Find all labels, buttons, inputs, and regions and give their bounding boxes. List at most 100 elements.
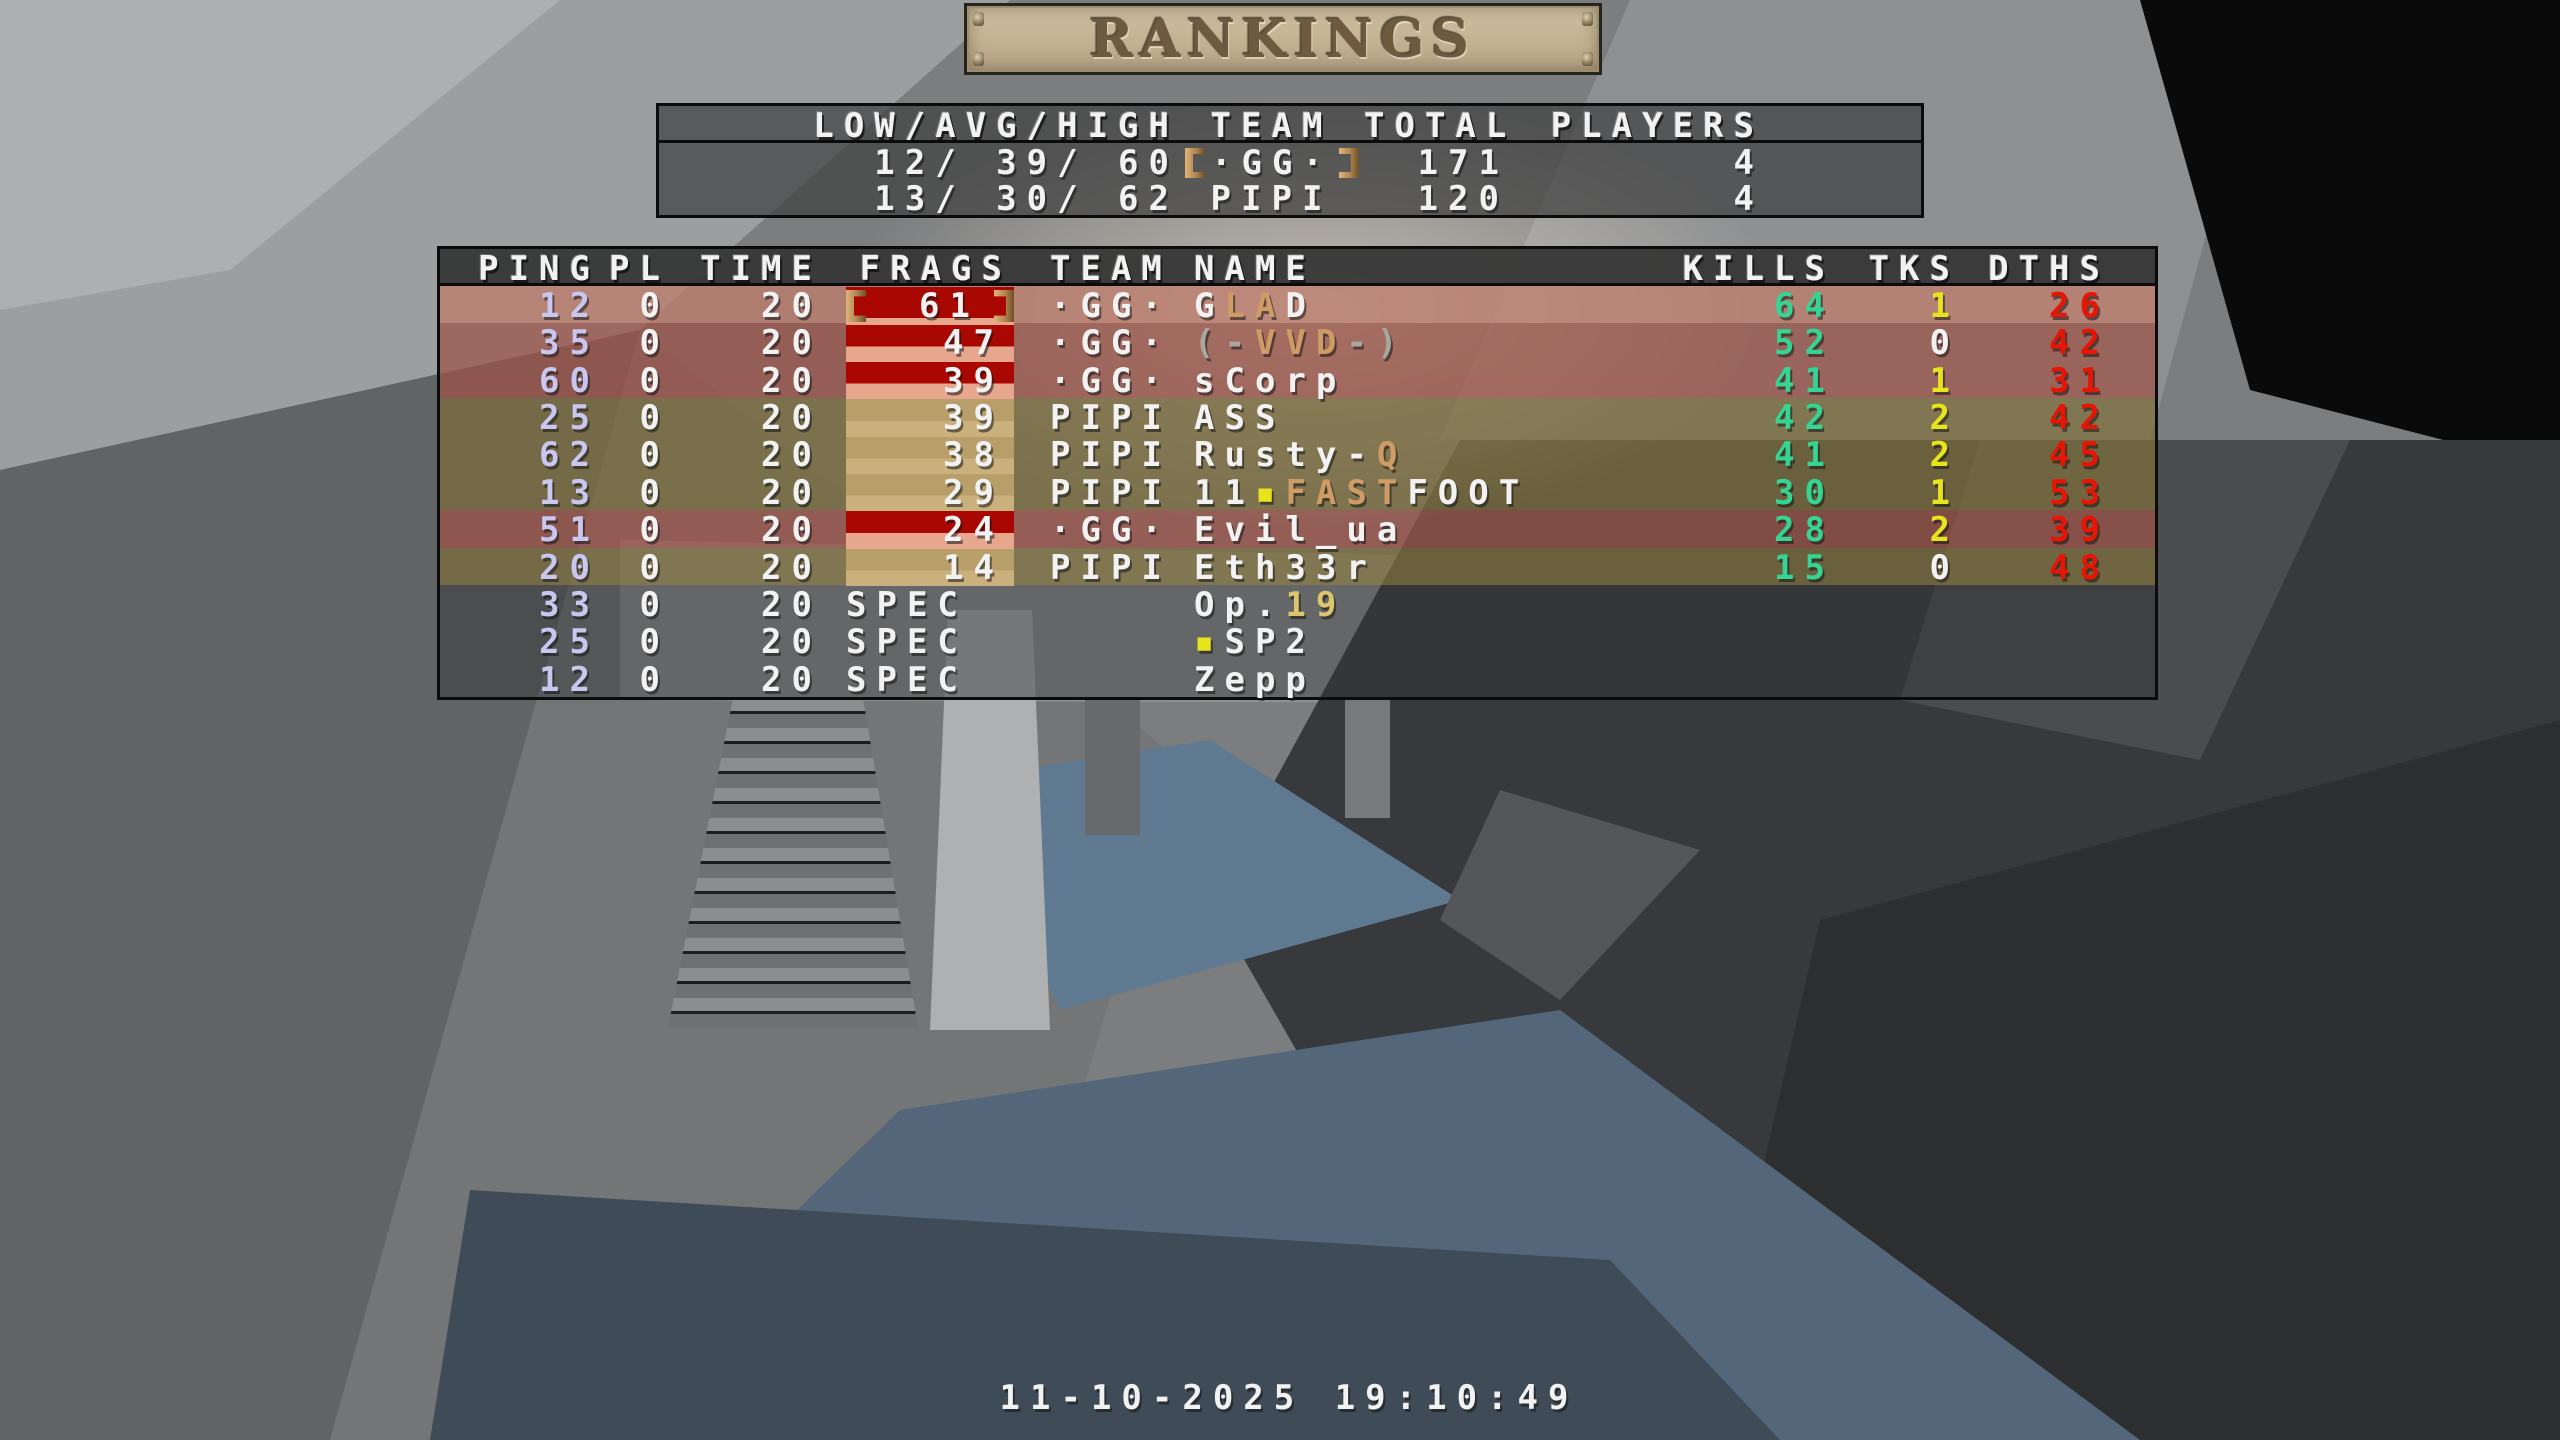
- name-segment: Eth33r: [1194, 547, 1377, 588]
- player-frags-cell: 38: [822, 435, 1028, 476]
- header-team: TEAM: [1050, 249, 1172, 289]
- player-frags: 38: [943, 435, 1004, 476]
- player-deaths: 53: [2049, 472, 2110, 513]
- pillar: [930, 610, 1050, 1030]
- player-frags-cell: 47: [822, 323, 1028, 363]
- name-segment: Evil_ua: [1194, 510, 1408, 551]
- player-ping: 25: [539, 622, 600, 663]
- scoreboard-row: 62 0 20 38 PIPI Rusty-Q 41 2 45: [440, 435, 2155, 476]
- player-team: ·GG·: [1050, 360, 1172, 401]
- player-teamkills: 0: [1929, 323, 1960, 364]
- player-kills: 41: [1774, 435, 1835, 476]
- player-name: 11▪FASTFOOT: [1178, 473, 1595, 513]
- player-frags: 39: [943, 360, 1004, 401]
- banner-title: RANKINGS: [1089, 8, 1477, 70]
- player-team: ·GG·: [1050, 510, 1172, 551]
- player-ping: 33: [539, 584, 600, 625]
- player-pl: 0: [639, 323, 670, 364]
- scoreboard-row: 60 0 20 39 ·GG· sCorp 41 1 31: [440, 360, 2155, 401]
- player-kills: 41: [1774, 360, 1835, 401]
- player-kills: 30: [1774, 472, 1835, 513]
- player-deaths: 39: [2049, 510, 2110, 551]
- summary-header-players: PLAYERS: [1550, 106, 1764, 146]
- name-segment: ▪: [1254, 472, 1286, 513]
- player-team: PIPI: [1050, 547, 1172, 588]
- name-segment: D: [1285, 286, 1316, 326]
- scoreboard-header-row: PING PL TIME FRAGS TEAM NAME KILLS TKS D…: [440, 249, 2155, 289]
- player-time: 20: [761, 323, 822, 364]
- header-dths: DTHS: [1988, 249, 2110, 289]
- player-teamkills: 2: [1929, 398, 1960, 439]
- summary-team-name: ·GG·: [1179, 143, 1364, 183]
- player-frags: 24: [943, 510, 1004, 551]
- player-pl: 0: [639, 286, 670, 326]
- name-segment: Zepp: [1194, 659, 1316, 700]
- name-segment: Op.: [1194, 584, 1286, 625]
- player-deaths: 45: [2049, 435, 2110, 476]
- summary-team-name: PIPI: [1210, 178, 1333, 219]
- summary-row: 12/ 39/ 60 ·GG· 171 4: [659, 143, 1921, 183]
- summary-team-total: 120: [1417, 178, 1509, 219]
- screw-icon: [1582, 12, 1593, 26]
- name-segment: ▪: [1194, 622, 1225, 663]
- scoreboard-row: 20 0 20 14 PIPI Eth33r 15 0 48: [440, 547, 2155, 588]
- player-pl: 0: [639, 398, 670, 439]
- player-frags-cell: SPEC: [822, 585, 1028, 625]
- scoreboard-row: 35 0 20 47 ·GG· (-VVD-) 52 0 42: [440, 323, 2155, 364]
- player-teamkills: 1: [1929, 286, 1960, 326]
- player-time: 20: [761, 622, 822, 663]
- player-frags: SPEC: [846, 622, 968, 663]
- copper-bracket-icon: [994, 289, 1014, 322]
- header-kills: KILLS: [1682, 249, 1835, 289]
- summary-team-players: 4: [1733, 143, 1764, 183]
- player-time: 20: [761, 510, 822, 551]
- player-time: 20: [761, 472, 822, 513]
- player-name: Evil_ua: [1178, 510, 1595, 550]
- player-team: PIPI: [1050, 398, 1172, 439]
- name-segment: -): [1346, 323, 1408, 364]
- player-name: (-VVD-): [1178, 323, 1595, 363]
- player-ping: 12: [539, 659, 600, 700]
- summary-header-team: TEAM: [1210, 106, 1333, 146]
- summary-team-players: 4: [1733, 178, 1764, 219]
- player-time: 20: [761, 398, 822, 439]
- player-time: 20: [761, 435, 822, 476]
- name-segment: SP2: [1224, 622, 1316, 663]
- player-ping: 51: [539, 510, 600, 551]
- screw-icon: [1582, 52, 1593, 66]
- player-frags: 29: [943, 472, 1004, 513]
- player-time: 20: [761, 547, 822, 588]
- player-name: ASS: [1178, 398, 1595, 438]
- player-kills: 28: [1774, 510, 1835, 551]
- name-segment: 11: [1194, 472, 1255, 513]
- summary-header-lowavghigh: LOW/AVG/HIGH: [813, 106, 1179, 146]
- screw-icon: [973, 52, 984, 66]
- player-ping: 60: [539, 360, 600, 401]
- player-pl: 0: [639, 622, 670, 663]
- player-kills: 42: [1774, 398, 1835, 439]
- summary-low-avg-high: 13/ 30/ 62: [874, 178, 1179, 219]
- player-name: GLAD: [1178, 286, 1595, 326]
- player-frags-cell: 29: [822, 472, 1028, 513]
- summary-body: 12/ 39/ 60 ·GG· 171 4 13/ 30/ 62 PIPI 12…: [659, 143, 1921, 219]
- player-team: PIPI: [1050, 472, 1172, 513]
- summary-low-avg-high: 12/ 39/ 60: [874, 143, 1179, 183]
- scoreboard-body: 12 0 20 61 ·GG· GLAD 64 1 26 35 0 20 47 …: [440, 286, 2155, 700]
- player-frags: 14: [943, 547, 1004, 588]
- header-ping: PING: [478, 249, 600, 289]
- scoreboard-row: 13 0 20 29 PIPI 11▪FASTFOOT 30 1 53: [440, 472, 2155, 513]
- header-frags: FRAGS: [859, 249, 1012, 289]
- player-ping: 20: [539, 547, 600, 588]
- summary-header-total: TOTAL: [1364, 106, 1517, 146]
- summary-header-row: LOW/AVG/HIGH TEAM TOTAL PLAYERS: [659, 106, 1921, 146]
- player-name: ▪SP2: [1178, 622, 1595, 662]
- name-segment: LA: [1224, 286, 1286, 326]
- header-tks: TKS: [1868, 249, 1960, 289]
- name-segment: VVD: [1254, 323, 1347, 364]
- player-teamkills: 0: [1929, 547, 1960, 588]
- player-frags-cell: 39: [822, 360, 1028, 401]
- player-deaths: 31: [2049, 360, 2110, 401]
- player-team: PIPI: [1050, 435, 1172, 476]
- player-deaths: 48: [2049, 547, 2110, 588]
